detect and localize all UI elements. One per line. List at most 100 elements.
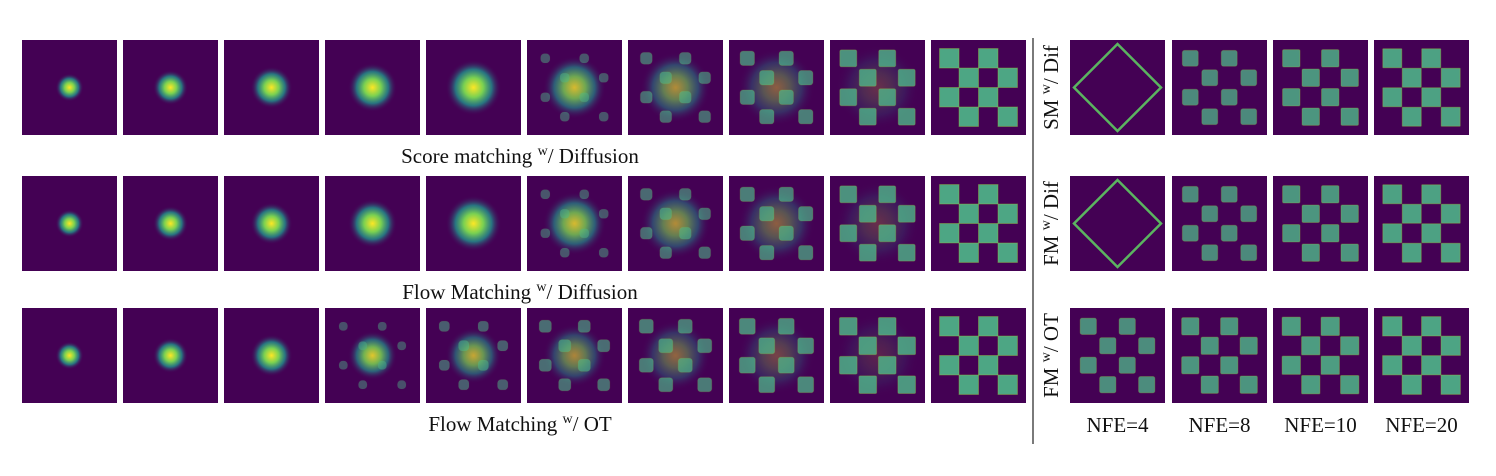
density-cell bbox=[1239, 375, 1258, 394]
density-cell bbox=[1281, 355, 1301, 375]
density-cell bbox=[1401, 335, 1422, 356]
density-cell bbox=[897, 107, 916, 126]
density-cell bbox=[1301, 243, 1320, 262]
density-cell bbox=[738, 356, 756, 374]
density-blob bbox=[640, 52, 711, 123]
density-cell bbox=[377, 360, 387, 370]
density-cell bbox=[958, 335, 980, 356]
sample-panel bbox=[527, 40, 622, 135]
density-cell bbox=[1401, 374, 1422, 395]
density-cell bbox=[1201, 244, 1219, 262]
density-blob bbox=[835, 45, 920, 130]
density-blob bbox=[55, 209, 84, 238]
density-cell bbox=[560, 73, 570, 83]
density-cell bbox=[1401, 203, 1422, 224]
density-cell bbox=[839, 88, 858, 107]
density-cell bbox=[738, 317, 756, 335]
density-cell bbox=[858, 204, 877, 223]
density-cell bbox=[1118, 356, 1136, 374]
density-cell bbox=[397, 341, 407, 351]
density-cell bbox=[358, 341, 368, 351]
density-cell bbox=[997, 106, 1018, 127]
density-cell bbox=[1340, 204, 1359, 223]
density-cell bbox=[997, 374, 1018, 395]
sample-panel bbox=[1172, 176, 1267, 271]
density-cell bbox=[997, 203, 1018, 224]
density-cell bbox=[798, 206, 814, 222]
density-blob bbox=[543, 192, 606, 255]
density-cell bbox=[458, 378, 470, 391]
density-cell bbox=[839, 224, 858, 243]
density-cell bbox=[599, 73, 609, 83]
sample-panel bbox=[931, 308, 1026, 403]
density-cell bbox=[540, 92, 550, 102]
density-cell bbox=[1440, 335, 1461, 356]
density-cell bbox=[1440, 106, 1461, 127]
density-cell bbox=[939, 223, 960, 244]
density-cell bbox=[897, 204, 916, 223]
density-cell bbox=[538, 358, 552, 372]
density-cell bbox=[1301, 204, 1320, 223]
caption-part: Flow Matching bbox=[402, 280, 536, 304]
side-part: / OT bbox=[1039, 313, 1063, 352]
density-cell bbox=[1401, 67, 1422, 88]
sample-panel bbox=[527, 176, 622, 271]
sample-panel bbox=[628, 40, 723, 135]
density-cell bbox=[397, 380, 407, 390]
density-cell bbox=[1201, 69, 1219, 87]
density-cell bbox=[1181, 49, 1199, 67]
density-blob bbox=[250, 66, 293, 109]
density-cell bbox=[638, 357, 654, 373]
density-cell bbox=[939, 184, 960, 205]
density-blob bbox=[640, 320, 711, 391]
density-cell bbox=[978, 355, 999, 376]
density-cell bbox=[538, 319, 552, 333]
density-blob bbox=[543, 56, 606, 119]
density-cell bbox=[658, 338, 674, 354]
sample-panel bbox=[1273, 176, 1368, 271]
density-cell bbox=[1220, 224, 1238, 242]
sample-panel bbox=[426, 40, 521, 135]
density-cell bbox=[1201, 108, 1219, 126]
density-cell bbox=[1340, 375, 1360, 395]
density-cell bbox=[577, 358, 591, 372]
sample-panel bbox=[22, 40, 117, 135]
sample-panel bbox=[1374, 176, 1469, 271]
density-cell bbox=[1240, 244, 1258, 262]
density-cell bbox=[1240, 69, 1258, 87]
density-cell bbox=[858, 107, 877, 126]
density-cell bbox=[958, 106, 980, 127]
density-cell bbox=[698, 246, 712, 260]
density-cell bbox=[1282, 49, 1301, 68]
density-cell bbox=[678, 51, 692, 65]
density-blob bbox=[835, 181, 920, 266]
panel-bg bbox=[1070, 40, 1165, 135]
density-cell bbox=[577, 319, 591, 333]
row-caption: Flow Matching w/ Diffusion bbox=[402, 280, 638, 304]
sample-panel bbox=[123, 40, 218, 135]
density-cell bbox=[1321, 49, 1340, 68]
side-part: / Dif bbox=[1039, 45, 1063, 84]
density-cell bbox=[739, 89, 755, 105]
density-cell bbox=[1321, 88, 1340, 107]
density-cell bbox=[897, 243, 916, 262]
density-cell bbox=[978, 87, 999, 108]
density-cell bbox=[997, 67, 1018, 89]
density-cell bbox=[939, 48, 960, 69]
density-cell bbox=[1301, 68, 1320, 87]
caption-part: w bbox=[536, 280, 547, 295]
density-cell bbox=[1320, 316, 1340, 336]
density-cell bbox=[1220, 88, 1238, 106]
density-blob bbox=[153, 70, 188, 105]
nfe-label: NFE=4 bbox=[1086, 413, 1149, 437]
density-cell bbox=[958, 242, 980, 263]
density-cell bbox=[978, 184, 999, 205]
caption-part: Flow Matching bbox=[428, 412, 562, 436]
side-part: / Dif bbox=[1039, 181, 1063, 220]
density-cell bbox=[1401, 242, 1422, 263]
density-cell bbox=[377, 321, 387, 331]
density-cell bbox=[777, 356, 795, 374]
density-cell bbox=[778, 186, 794, 202]
row-caption: Score matching w/ Diffusion bbox=[401, 144, 639, 168]
density-cell bbox=[1282, 185, 1301, 204]
